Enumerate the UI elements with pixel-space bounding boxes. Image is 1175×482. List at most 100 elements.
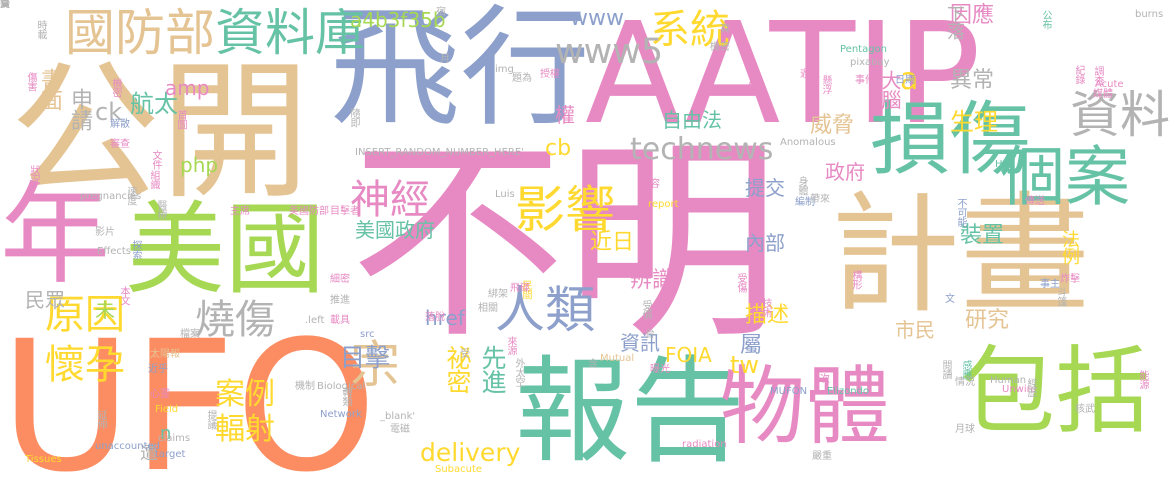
cloud-word: 美國 — [125, 191, 325, 308]
cloud-word: 月球 — [955, 424, 975, 435]
cloud-word: Luis — [495, 189, 515, 200]
cloud-word: tw — [730, 351, 760, 379]
cloud-word: 法例 — [1059, 230, 1080, 265]
cloud-word: 提交 — [745, 176, 785, 200]
cloud-word: radiation — [682, 439, 727, 450]
cloud-word: 民間 — [520, 280, 531, 300]
cloud-word: 核武 — [1075, 404, 1095, 415]
cloud-word: 變 — [0, 0, 10, 10]
cloud-word: 隨即 — [348, 108, 359, 128]
cloud-word: 事件 — [855, 75, 875, 86]
cloud-word: pixabay — [850, 57, 890, 68]
cloud-word: href — [425, 306, 465, 330]
cloud-word: 原因 — [45, 292, 125, 338]
cloud-word: 計畫 — [830, 179, 1091, 331]
cloud-word: 授權 — [540, 69, 560, 80]
cloud-word: 案例 — [215, 377, 275, 412]
cloud-word: Tissues — [25, 454, 62, 465]
cloud-word: 能源 — [1137, 370, 1148, 390]
cloud-word: 次 — [820, 374, 830, 385]
cloud-word: 傳送 — [1025, 196, 1045, 207]
cloud-word: 因應 — [950, 3, 995, 28]
cloud-word: claims — [158, 433, 191, 444]
cloud-word: 書面 — [37, 68, 62, 111]
cloud-word: 目擊者 — [330, 206, 360, 217]
cloud-word: 紀錄 — [1073, 65, 1084, 85]
cloud-word: 申請 — [67, 88, 92, 131]
cloud-word: .left — [305, 315, 325, 326]
cloud-word: 近日 — [590, 230, 635, 255]
cloud-word: 情況 — [955, 377, 975, 388]
cloud-word: 狀況 — [28, 165, 39, 185]
cloud-word: 生理 — [950, 108, 998, 136]
cloud-word: 損傷 — [870, 93, 1030, 186]
cloud-word: Acute — [1095, 79, 1124, 90]
cloud-word: n — [160, 423, 172, 444]
cloud-word: 祕密 — [443, 345, 472, 393]
cloud-word: 遇上 — [800, 69, 820, 80]
cloud-word: 物體 — [720, 358, 891, 457]
cloud-word: 首圖 — [175, 110, 186, 130]
cloud-word: 內容 — [640, 179, 660, 190]
cloud-word: 檔案 — [180, 329, 200, 340]
cloud-word: 載具 — [330, 315, 350, 326]
cloud-word: 輻射 — [215, 412, 275, 447]
cloud-word: delivery — [420, 438, 521, 467]
cloud-word: Unwire — [1002, 384, 1037, 395]
cloud-word: 宗 — [350, 336, 400, 394]
cloud-word: Effects — [97, 246, 131, 257]
cloud-word: 事主 — [1040, 279, 1060, 290]
cloud-word: 心悸 — [746, 70, 757, 90]
cloud-word: 威脅 — [810, 113, 855, 138]
cloud-word: Human — [990, 375, 1027, 386]
cloud-word: 宿 — [436, 7, 446, 18]
cloud-word: HK — [995, 159, 1010, 170]
cloud-word: img — [495, 64, 514, 75]
cloud-word: 真 — [720, 24, 730, 35]
cloud-word: 政府 — [825, 160, 865, 184]
cloud-word: 資料庫 — [215, 4, 365, 62]
cloud-word: 受 — [460, 349, 470, 360]
cloud-word: 感應 — [960, 360, 971, 380]
cloud-word: 神經 — [350, 177, 430, 223]
cloud-word: Subacute — [435, 464, 483, 475]
cloud-word: 閱讀 — [940, 360, 951, 380]
cloud-word: 構形 — [850, 270, 861, 290]
cloud-word: 頁 — [0, 0, 10, 10]
cloud-word: FOIA — [665, 343, 712, 367]
cloud-word: 先進 — [478, 345, 507, 393]
cloud-word: Elizondo — [827, 386, 870, 397]
cloud-word: 目擊 — [340, 343, 391, 372]
cloud-word: 遭 — [137, 443, 158, 461]
cloud-word: php — [180, 153, 219, 177]
cloud-word: 延伸 — [95, 410, 106, 430]
cloud-word: 經歷 — [1025, 378, 1036, 398]
cloud-word: 推進 — [330, 295, 350, 306]
cloud-word: 醫療 — [155, 200, 166, 220]
cloud-word: 未 — [95, 298, 115, 322]
cloud-word: 大腦 — [878, 70, 902, 109]
cloud-word: 轉類 — [340, 387, 351, 407]
cloud-word: 電磁 — [390, 424, 410, 435]
cloud-word: 時載 — [35, 20, 46, 40]
cloud-word: 細密 — [330, 274, 350, 285]
cloud-word: 影響 — [515, 181, 615, 239]
cloud-word: ck — [95, 98, 123, 126]
cloud-word: 權 — [555, 103, 575, 127]
cloud-word: 審查 — [110, 139, 130, 150]
cloud-word: pregnancies — [80, 191, 142, 202]
cloud-word: INSERT_RANDOM_NUMBER_HERE' — [355, 147, 524, 158]
cloud-word: 包括 — [960, 337, 1151, 447]
cloud-word: 資料 — [1070, 86, 1170, 144]
cloud-word: 描述 — [745, 303, 790, 328]
cloud-word: 懸浮 — [820, 75, 831, 95]
cloud-word: 民眾 — [25, 288, 65, 312]
cloud-word: 屬 — [740, 333, 763, 358]
cloud-word: 自由法 — [662, 108, 722, 132]
cloud-word: 綁架 — [488, 289, 508, 300]
cloud-word: 公開 — [10, 46, 311, 220]
cloud-word: 技術 — [760, 298, 771, 318]
cloud-word: 來源 — [505, 336, 516, 356]
cloud-word: UFO — [0, 303, 377, 482]
cloud-word: 系統 — [650, 7, 730, 53]
